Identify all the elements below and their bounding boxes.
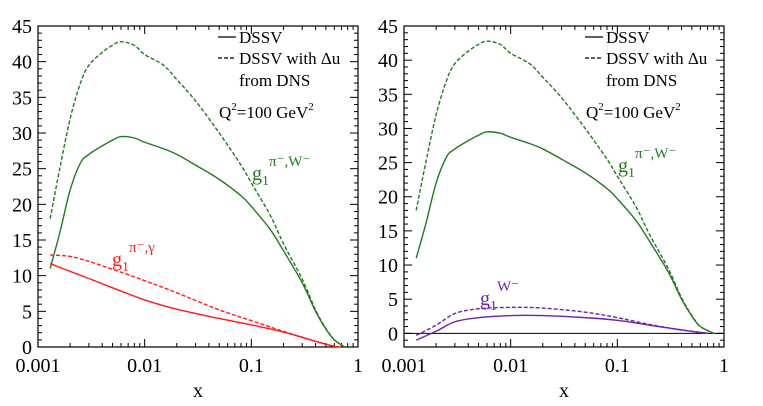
y-tick-label: 25 xyxy=(12,159,32,181)
y-tick-label: 40 xyxy=(12,52,32,74)
series-line-solid-0 xyxy=(49,135,346,348)
legend-label: DSSV xyxy=(239,28,283,47)
curve-label-sub: 1 xyxy=(490,299,497,314)
x-tick-label: 0.01 xyxy=(127,355,162,377)
series-line-solid-2 xyxy=(415,314,708,341)
curve-label: g1π⁻,W⁻ xyxy=(252,154,310,189)
y-tick-label: 35 xyxy=(378,84,398,106)
y-tick-label: 10 xyxy=(378,255,398,277)
curve-label-base: g xyxy=(480,288,490,310)
x-axis-label: x xyxy=(559,380,569,401)
q2-text: Q xyxy=(586,103,598,122)
y-tick-label: 0 xyxy=(388,323,398,345)
panel-left: 0.001 0.01 0.1 1051015202530354045xDSSVDSSV… xyxy=(12,16,363,402)
q2-annotation: Q2=100 GeV2 xyxy=(586,101,681,122)
curve-label: g1π⁻,γ xyxy=(112,240,155,275)
legend: DSSV DSSV with Δu from DNS xyxy=(585,28,708,90)
curve-label-base: g xyxy=(252,163,262,185)
y-tick-label: 0 xyxy=(22,337,32,359)
q2-sup: 2 xyxy=(231,101,237,113)
curve-label-base: g xyxy=(618,155,628,177)
y-tick-label: 45 xyxy=(12,16,32,38)
legend-label: DSSV xyxy=(606,28,650,47)
legend-label-line2: from DNS xyxy=(239,71,310,90)
y-tick-label: 35 xyxy=(12,87,32,109)
q2-text: Q xyxy=(219,103,231,122)
legend: DSSV DSSV with Δu from DNS xyxy=(218,28,341,90)
curve-label-sup: π⁻,W⁻ xyxy=(635,146,676,162)
q2-text: =100 GeV xyxy=(604,103,676,122)
series-line-dashed-3 xyxy=(50,254,342,348)
y-tick-label: 20 xyxy=(12,194,32,216)
x-tick-label: 0.1 xyxy=(239,355,264,377)
q2-text: =100 GeV xyxy=(237,103,309,122)
x-axis-label: x xyxy=(193,380,203,401)
y-tick-label: 5 xyxy=(22,301,32,323)
y-tick-label: 30 xyxy=(378,118,398,140)
x-tick-label: 0.001 xyxy=(16,355,61,377)
y-tick-label: 40 xyxy=(378,50,398,72)
q2-sup: 2 xyxy=(675,101,681,113)
series-line-solid-0 xyxy=(415,131,714,334)
q2-sup: 2 xyxy=(598,101,604,113)
x-tick-label: 1 xyxy=(353,355,363,377)
q2-sup: 2 xyxy=(308,101,314,113)
y-tick-label: 30 xyxy=(12,123,32,145)
y-tick-label: 15 xyxy=(378,221,398,243)
curve-label-sub: 1 xyxy=(122,260,129,275)
y-tick-label: 45 xyxy=(378,16,398,38)
x-tick-label: 0.01 xyxy=(493,355,528,377)
series-line-dashed-1 xyxy=(49,40,346,348)
legend-label: DSSV with Δu xyxy=(239,49,341,68)
panel-right: 0.001 0.01 0.1 1051015202530354045xDSSVDSSV… xyxy=(378,16,729,402)
curve-label-sup: W⁻ xyxy=(497,279,519,295)
legend-label-line2: from DNS xyxy=(606,71,677,90)
plot-frame xyxy=(403,25,725,348)
plot-frame xyxy=(37,25,359,348)
curve-label: g1π⁻,W⁻ xyxy=(618,146,676,181)
series-line-dashed-1 xyxy=(415,40,714,334)
x-tick-label: 0.001 xyxy=(382,355,427,377)
y-tick-label: 15 xyxy=(12,230,32,252)
legend-label: DSSV with Δu xyxy=(606,49,708,68)
curve-label-sub: 1 xyxy=(262,174,269,189)
series-line-dashed-3 xyxy=(415,306,708,337)
curve-label-sup: π⁻,γ xyxy=(129,240,155,256)
curve-label: g1W⁻ xyxy=(480,279,519,314)
curve-label-sup: π⁻,W⁻ xyxy=(269,154,310,170)
y-tick-label: 10 xyxy=(12,266,32,288)
x-tick-label: 0.1 xyxy=(605,355,630,377)
q2-annotation: Q2=100 GeV2 xyxy=(219,101,314,122)
y-tick-label: 25 xyxy=(378,153,398,175)
x-tick-label: 1 xyxy=(719,355,729,377)
y-tick-label: 20 xyxy=(378,187,398,209)
series-line-solid-2 xyxy=(49,262,342,348)
y-tick-label: 5 xyxy=(388,289,398,311)
curve-label-base: g xyxy=(112,249,122,271)
curve-label-sub: 1 xyxy=(628,166,635,181)
